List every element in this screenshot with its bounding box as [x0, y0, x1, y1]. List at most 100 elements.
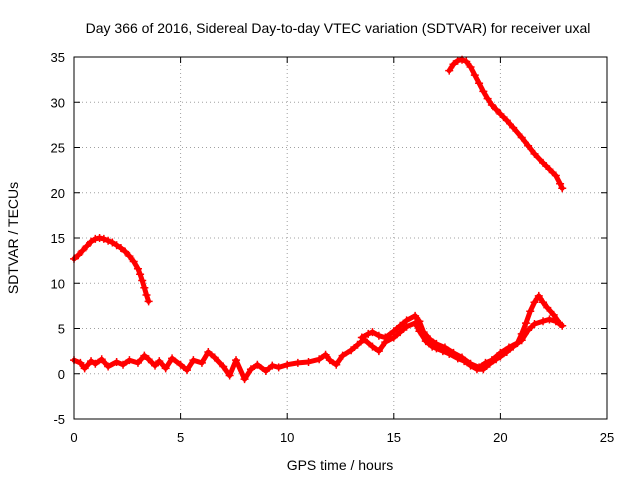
data-point: [116, 243, 125, 252]
data-point: [112, 241, 121, 250]
x-tick-label: 25: [600, 430, 614, 445]
data-point: [80, 364, 89, 373]
data-point: [556, 179, 565, 188]
data-point: [108, 238, 117, 247]
data-point: [517, 133, 526, 142]
data-point: [91, 359, 100, 368]
data-point: [389, 327, 398, 336]
data-point: [87, 357, 96, 366]
data-point: [97, 355, 106, 364]
x-tick-label: 0: [70, 430, 77, 445]
data-point: [161, 364, 170, 373]
data-point: [246, 365, 255, 374]
data-point: [509, 123, 518, 132]
data-point: [151, 361, 160, 370]
data-point: [539, 298, 548, 307]
data-point: [543, 303, 552, 312]
series-trace: [446, 57, 565, 191]
data-point: [470, 71, 479, 80]
data-point: [283, 360, 292, 369]
data-point: [526, 307, 535, 316]
data-point: [138, 276, 147, 285]
data-point: [504, 343, 513, 352]
data-point: [155, 357, 164, 366]
data-point: [304, 357, 313, 366]
data-point: [140, 283, 149, 292]
data-point: [517, 329, 526, 338]
data-point: [445, 66, 454, 75]
data-point: [189, 356, 198, 365]
x-axis-label: GPS time / hours: [287, 457, 394, 473]
data-point: [530, 298, 539, 307]
data-point: [133, 264, 142, 273]
series-low-band: [70, 315, 567, 384]
data-point: [76, 358, 85, 367]
data-point: [129, 257, 138, 266]
data-point: [168, 354, 177, 363]
x-tick-label: 15: [387, 430, 401, 445]
data-point: [374, 347, 383, 356]
data-point: [475, 363, 484, 372]
data-point: [496, 348, 505, 357]
data-point: [91, 234, 100, 243]
y-tick-label: 5: [58, 322, 65, 337]
data-point: [481, 358, 490, 367]
data-point: [99, 234, 108, 243]
data-point: [426, 335, 435, 344]
data-point: [357, 333, 366, 342]
data-point: [534, 291, 543, 300]
data-point: [315, 355, 324, 364]
data-point: [539, 317, 548, 326]
data-point: [136, 270, 145, 279]
data-point: [432, 339, 441, 348]
data-point: [338, 351, 347, 360]
data-point: [364, 329, 373, 338]
data-point: [274, 363, 283, 372]
data-point: [449, 348, 458, 357]
data-point: [545, 165, 554, 174]
data-point: [78, 246, 87, 255]
data-point: [261, 367, 270, 376]
data-point: [144, 297, 153, 306]
data-point: [466, 62, 475, 71]
y-tick-label: 35: [51, 50, 65, 65]
y-tick-label: 0: [58, 367, 65, 382]
data-point: [353, 340, 362, 349]
data-point: [381, 333, 390, 342]
data-point: [176, 360, 185, 369]
data-point: [104, 362, 113, 371]
data-point: [112, 357, 121, 366]
data-point: [104, 236, 113, 245]
data-point: [182, 366, 191, 375]
data-point: [253, 360, 262, 369]
data-point: [440, 343, 449, 352]
y-tick-label: 30: [51, 95, 65, 110]
data-point: [87, 237, 96, 246]
data-point: [479, 87, 488, 96]
data-point: [293, 358, 302, 367]
y-tick-label: 15: [51, 231, 65, 246]
data-point: [321, 350, 330, 359]
data-point: [396, 321, 405, 330]
data-point: [82, 242, 91, 251]
data-point: [487, 100, 496, 109]
data-point: [325, 356, 334, 365]
data-point: [74, 251, 83, 260]
data-point: [368, 328, 377, 337]
data-point: [487, 356, 496, 365]
data-point: [462, 57, 471, 66]
data-point: [142, 291, 151, 300]
data-point: [449, 60, 458, 69]
data-point: [347, 346, 356, 355]
data-point: [121, 247, 130, 256]
data-marks: [70, 55, 567, 384]
data-point: [197, 358, 206, 367]
data-point: [556, 319, 565, 328]
data-point: [210, 353, 219, 362]
data-point: [524, 141, 533, 150]
series-upper-band: [357, 291, 565, 372]
data-point: [144, 355, 153, 364]
y-axis-label: SDTVAR / TECUs: [5, 182, 21, 294]
data-point: [119, 360, 128, 369]
data-point: [374, 331, 383, 340]
